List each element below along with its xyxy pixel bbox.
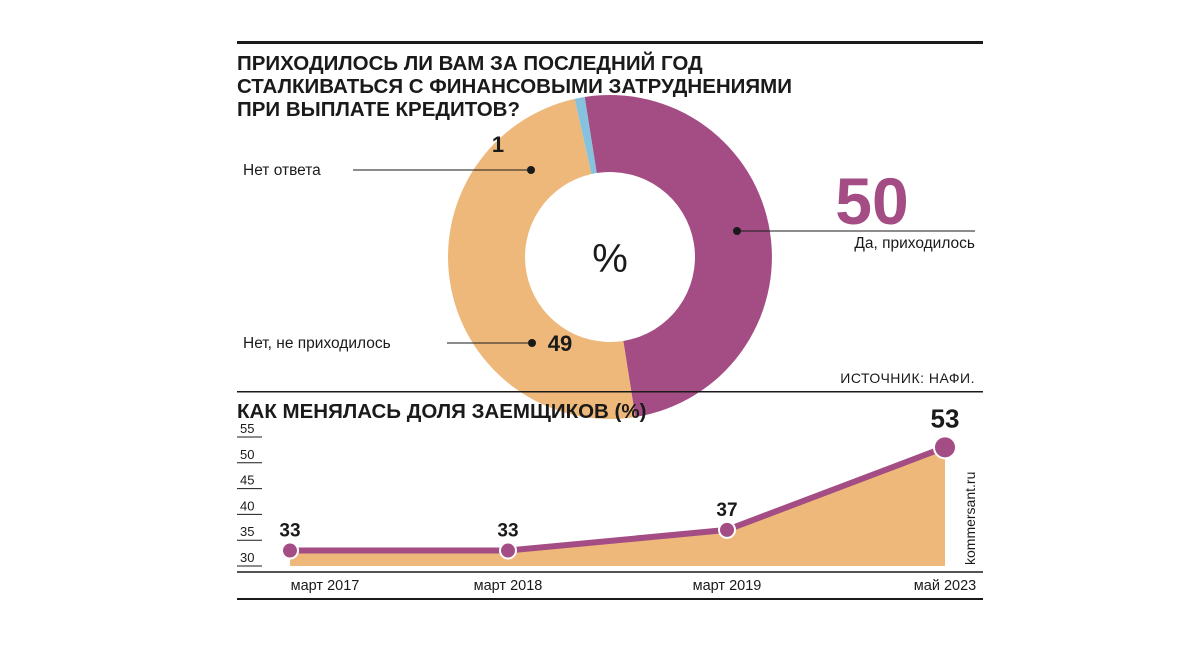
donut-slice-no — [447, 98, 636, 420]
data-label: 37 — [716, 500, 737, 521]
slice-value-no: 49 — [548, 331, 572, 356]
donut-chart — [447, 95, 772, 420]
donut-title-line-1: ПРИХОДИЛОСЬ ЛИ ВАМ ЗА ПОСЛЕДНИЙ ГОД — [237, 51, 703, 75]
x-tick-label: март 2019 — [693, 578, 762, 594]
source-note: ИСТОЧНИК: НАФИ. — [840, 370, 975, 386]
data-label: 33 — [497, 521, 518, 542]
bottom-rule — [237, 598, 983, 600]
donut-title-line-3: ПРИ ВЫПЛАТЕ КРЕДИТОВ? — [237, 98, 520, 121]
callout-dot-noanswer — [527, 166, 535, 174]
slice-value-noanswer: 1 — [492, 132, 504, 157]
area-fill — [290, 447, 945, 566]
donut-title-line-2: СТАЛКИВАТЬСЯ С ФИНАНСОВЫМИ ЗАТРУДНЕНИЯМИ — [237, 75, 792, 98]
data-point — [718, 520, 736, 539]
x-tick-label: май 2023 — [914, 578, 976, 594]
y-tick-label: 55 — [240, 421, 254, 436]
top-rule — [237, 41, 983, 44]
data-label: 33 — [279, 521, 300, 542]
area-chart: 30 35 40 45 50 55 33 март 2017 33 март 2018 37 март… — [237, 403, 983, 594]
x-tick-label: март 2017 — [291, 578, 360, 594]
callout-dot-yes — [733, 227, 741, 235]
data-point — [281, 541, 299, 560]
credit-text: kommersant.ru — [962, 472, 978, 565]
y-tick-label: 50 — [240, 447, 254, 462]
y-tick-label: 30 — [240, 550, 254, 565]
middle-rule — [237, 391, 983, 393]
slice-label-no: Нет, не приходилось — [243, 335, 391, 352]
donut-slice-yes — [584, 95, 772, 418]
slice-label-yes: Да, приходилось — [854, 235, 975, 252]
y-tick-label: 45 — [240, 473, 254, 488]
y-tick-label: 40 — [240, 498, 254, 513]
donut-center-label: % — [592, 237, 628, 281]
series-line — [290, 444, 947, 554]
callout-dot-no — [528, 339, 536, 347]
donut-slice-noanswer — [574, 96, 597, 175]
x-tick-label: март 2018 — [474, 578, 543, 594]
data-point — [933, 435, 957, 460]
slice-label-noanswer: Нет ответа — [243, 162, 321, 179]
data-point — [499, 541, 517, 560]
area-title: КАК МЕНЯЛАСЬ ДОЛЯ ЗАЕМЩИКОВ (%) — [237, 400, 646, 423]
slice-value-yes: 50 — [835, 164, 908, 238]
data-label: 53 — [931, 403, 960, 433]
y-tick-label: 35 — [240, 524, 254, 539]
